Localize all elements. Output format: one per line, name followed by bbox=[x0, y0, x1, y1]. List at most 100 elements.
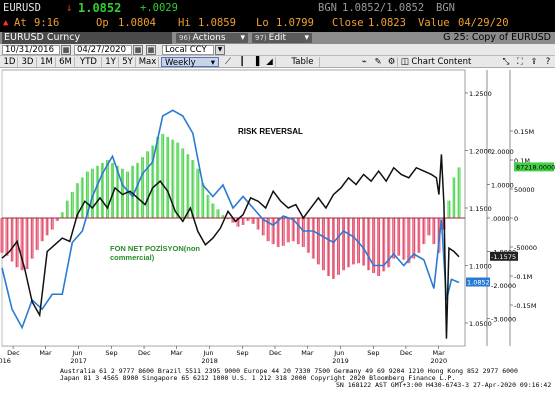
footer: Australia 61 2 9777 8600 Brazil 5511 239… bbox=[0, 368, 555, 400]
net-position-bar bbox=[100, 162, 104, 218]
annotation-icon[interactable]: ✎ bbox=[374, 57, 382, 67]
x-tick-label: Dec bbox=[269, 349, 282, 357]
net-position-bar bbox=[377, 218, 381, 276]
period-max[interactable]: Max bbox=[137, 57, 159, 67]
time-value: 9:16 bbox=[34, 17, 60, 29]
drawing-tools-icon[interactable]: ⌁ bbox=[361, 57, 367, 67]
net-position-bar bbox=[136, 162, 140, 218]
edit-label: Edit bbox=[268, 33, 287, 43]
period-toolbar: 1D 3D 1M 6M YTD 1Y 5Y Max Weekly ▾ ⟋ ┃ ▐ … bbox=[0, 56, 555, 68]
x-tick-label: Dec bbox=[7, 349, 20, 357]
net-position-bar bbox=[50, 218, 54, 230]
chart-area[interactable]: RISK REVERSAL FON NET POZİSYON(non commerc… bbox=[0, 68, 555, 388]
chart-content-icon: ◫ bbox=[400, 57, 412, 67]
mountain-chart-icon[interactable]: ◢ bbox=[264, 57, 276, 67]
rr-tick-label: 2.0000 bbox=[491, 148, 514, 156]
period-6m[interactable]: 6M bbox=[57, 57, 75, 67]
at-label: At bbox=[14, 17, 27, 29]
netpos-last-label: 87218.0000 bbox=[516, 163, 555, 171]
net-position-bar bbox=[352, 218, 356, 265]
period-ytd[interactable]: YTD bbox=[76, 57, 102, 67]
security-name[interactable]: EURUSD Curncy bbox=[2, 32, 172, 44]
low-value: 1.0799 bbox=[276, 17, 314, 29]
calendar-icon[interactable]: ▦ bbox=[146, 45, 156, 55]
date-range-bar: 10/31/2016 ▦ 04/27/2020 ▦ ▦ Local CCY ▼ bbox=[0, 44, 555, 56]
x-year-label: 2016 bbox=[0, 357, 11, 365]
risk-reversal-line bbox=[1, 154, 460, 339]
net-position-bar bbox=[181, 148, 185, 218]
maximize-icon[interactable]: ⛶ bbox=[517, 57, 523, 67]
price-tick-label: 1.1500 bbox=[469, 205, 492, 213]
price-tick-label: 1.1000 bbox=[469, 263, 492, 271]
net-position-bar bbox=[216, 209, 220, 218]
net-position-bar bbox=[256, 218, 260, 230]
gear-icon[interactable]: ⚙ bbox=[386, 57, 398, 67]
open-value: 1.0804 bbox=[118, 17, 156, 29]
period-1m[interactable]: 1M bbox=[38, 57, 56, 67]
frequency-select[interactable]: Weekly ▾ bbox=[161, 57, 219, 68]
netpos-tick-label: -0.15M bbox=[514, 302, 536, 310]
calendar-icon[interactable]: ▦ bbox=[61, 45, 71, 55]
net-position-bar bbox=[326, 218, 330, 276]
net-position-bar bbox=[271, 218, 275, 245]
line-chart-icon[interactable]: ⟋ bbox=[225, 57, 231, 67]
x-year-label: 2018 bbox=[201, 357, 218, 365]
bgn-label-2: BGN bbox=[436, 2, 455, 14]
period-3d[interactable]: 3D bbox=[19, 57, 37, 67]
net-position-bar bbox=[241, 218, 245, 225]
edit-number: 97) bbox=[255, 34, 267, 42]
net-position-bar bbox=[10, 218, 14, 262]
export-icon[interactable]: ⇪ bbox=[530, 57, 538, 67]
net-position-bar bbox=[186, 154, 190, 218]
frequency-label: Weekly bbox=[165, 58, 196, 68]
net-position-bar bbox=[422, 218, 426, 245]
calendar-icon[interactable]: ▦ bbox=[133, 45, 143, 55]
netpos-last-box bbox=[514, 162, 554, 172]
actions-menu[interactable]: 96) Actions ▾ bbox=[176, 33, 248, 43]
net-position-bar bbox=[121, 168, 125, 218]
period-1y[interactable]: 1Y bbox=[103, 57, 119, 67]
price-tick-label: 1.0500 bbox=[469, 320, 492, 328]
edit-menu[interactable]: 97) Edit ▾ bbox=[252, 33, 312, 43]
open-label: Op bbox=[96, 17, 109, 29]
period-5y[interactable]: 5Y bbox=[120, 57, 136, 67]
chart-content-button[interactable]: ◫ Chart Content bbox=[400, 57, 472, 67]
net-position-bar bbox=[45, 218, 49, 236]
chart-svg[interactable]: RISK REVERSAL FON NET POZİSYON(noncommerc… bbox=[0, 68, 555, 368]
net-position-bar bbox=[65, 200, 69, 218]
rr-tick-label: .0000 bbox=[491, 215, 510, 223]
net-position-bar bbox=[296, 218, 300, 245]
candlestick-icon[interactable]: ┃ bbox=[239, 57, 245, 67]
end-date-input[interactable]: 04/27/2020 bbox=[74, 45, 132, 55]
x-tick-label: Mar bbox=[39, 349, 52, 357]
net-position-bar bbox=[452, 177, 456, 218]
period-1d[interactable]: 1D bbox=[2, 57, 18, 67]
net-position-bar bbox=[397, 218, 401, 256]
rr-tick-label: -2.0000 bbox=[491, 282, 516, 290]
down-arrow-icon: ↓ bbox=[66, 2, 73, 14]
chart-content-label: Chart Content bbox=[411, 57, 472, 67]
x-year-label: 2017 bbox=[70, 357, 87, 365]
net-position-bar bbox=[341, 218, 345, 271]
start-date-input[interactable]: 10/31/2016 bbox=[2, 45, 60, 55]
bar-chart-icon[interactable]: ▐ bbox=[252, 57, 260, 67]
x-tick-label: Jun bbox=[202, 349, 213, 357]
quote-header: EURUSD ↓ 1.0852 +.0029 BGN 1.0852/1.0852… bbox=[0, 0, 555, 32]
netpos-tick-label: 0.15M bbox=[514, 128, 534, 136]
low-label: Lo bbox=[256, 17, 269, 29]
chevron-down-icon[interactable]: ▼ bbox=[215, 45, 225, 55]
table-button[interactable]: Table bbox=[286, 57, 320, 67]
net-position-bar bbox=[311, 218, 315, 259]
net-position-bar bbox=[146, 151, 150, 218]
zoom-icon[interactable]: ⤡ bbox=[502, 57, 510, 67]
net-position-bar bbox=[5, 218, 9, 256]
currency-select[interactable]: Local CCY bbox=[162, 45, 214, 55]
net-position-bar bbox=[306, 218, 310, 253]
x-year-label: 2020 bbox=[431, 357, 448, 365]
net-position-bar bbox=[80, 177, 84, 218]
x-tick-label: Dec bbox=[400, 349, 413, 357]
value-date: 04/29/20 bbox=[458, 17, 509, 29]
help-icon[interactable]: ? bbox=[545, 57, 551, 67]
net-position-bar bbox=[316, 218, 320, 265]
x-tick-label: Jun bbox=[71, 349, 82, 357]
